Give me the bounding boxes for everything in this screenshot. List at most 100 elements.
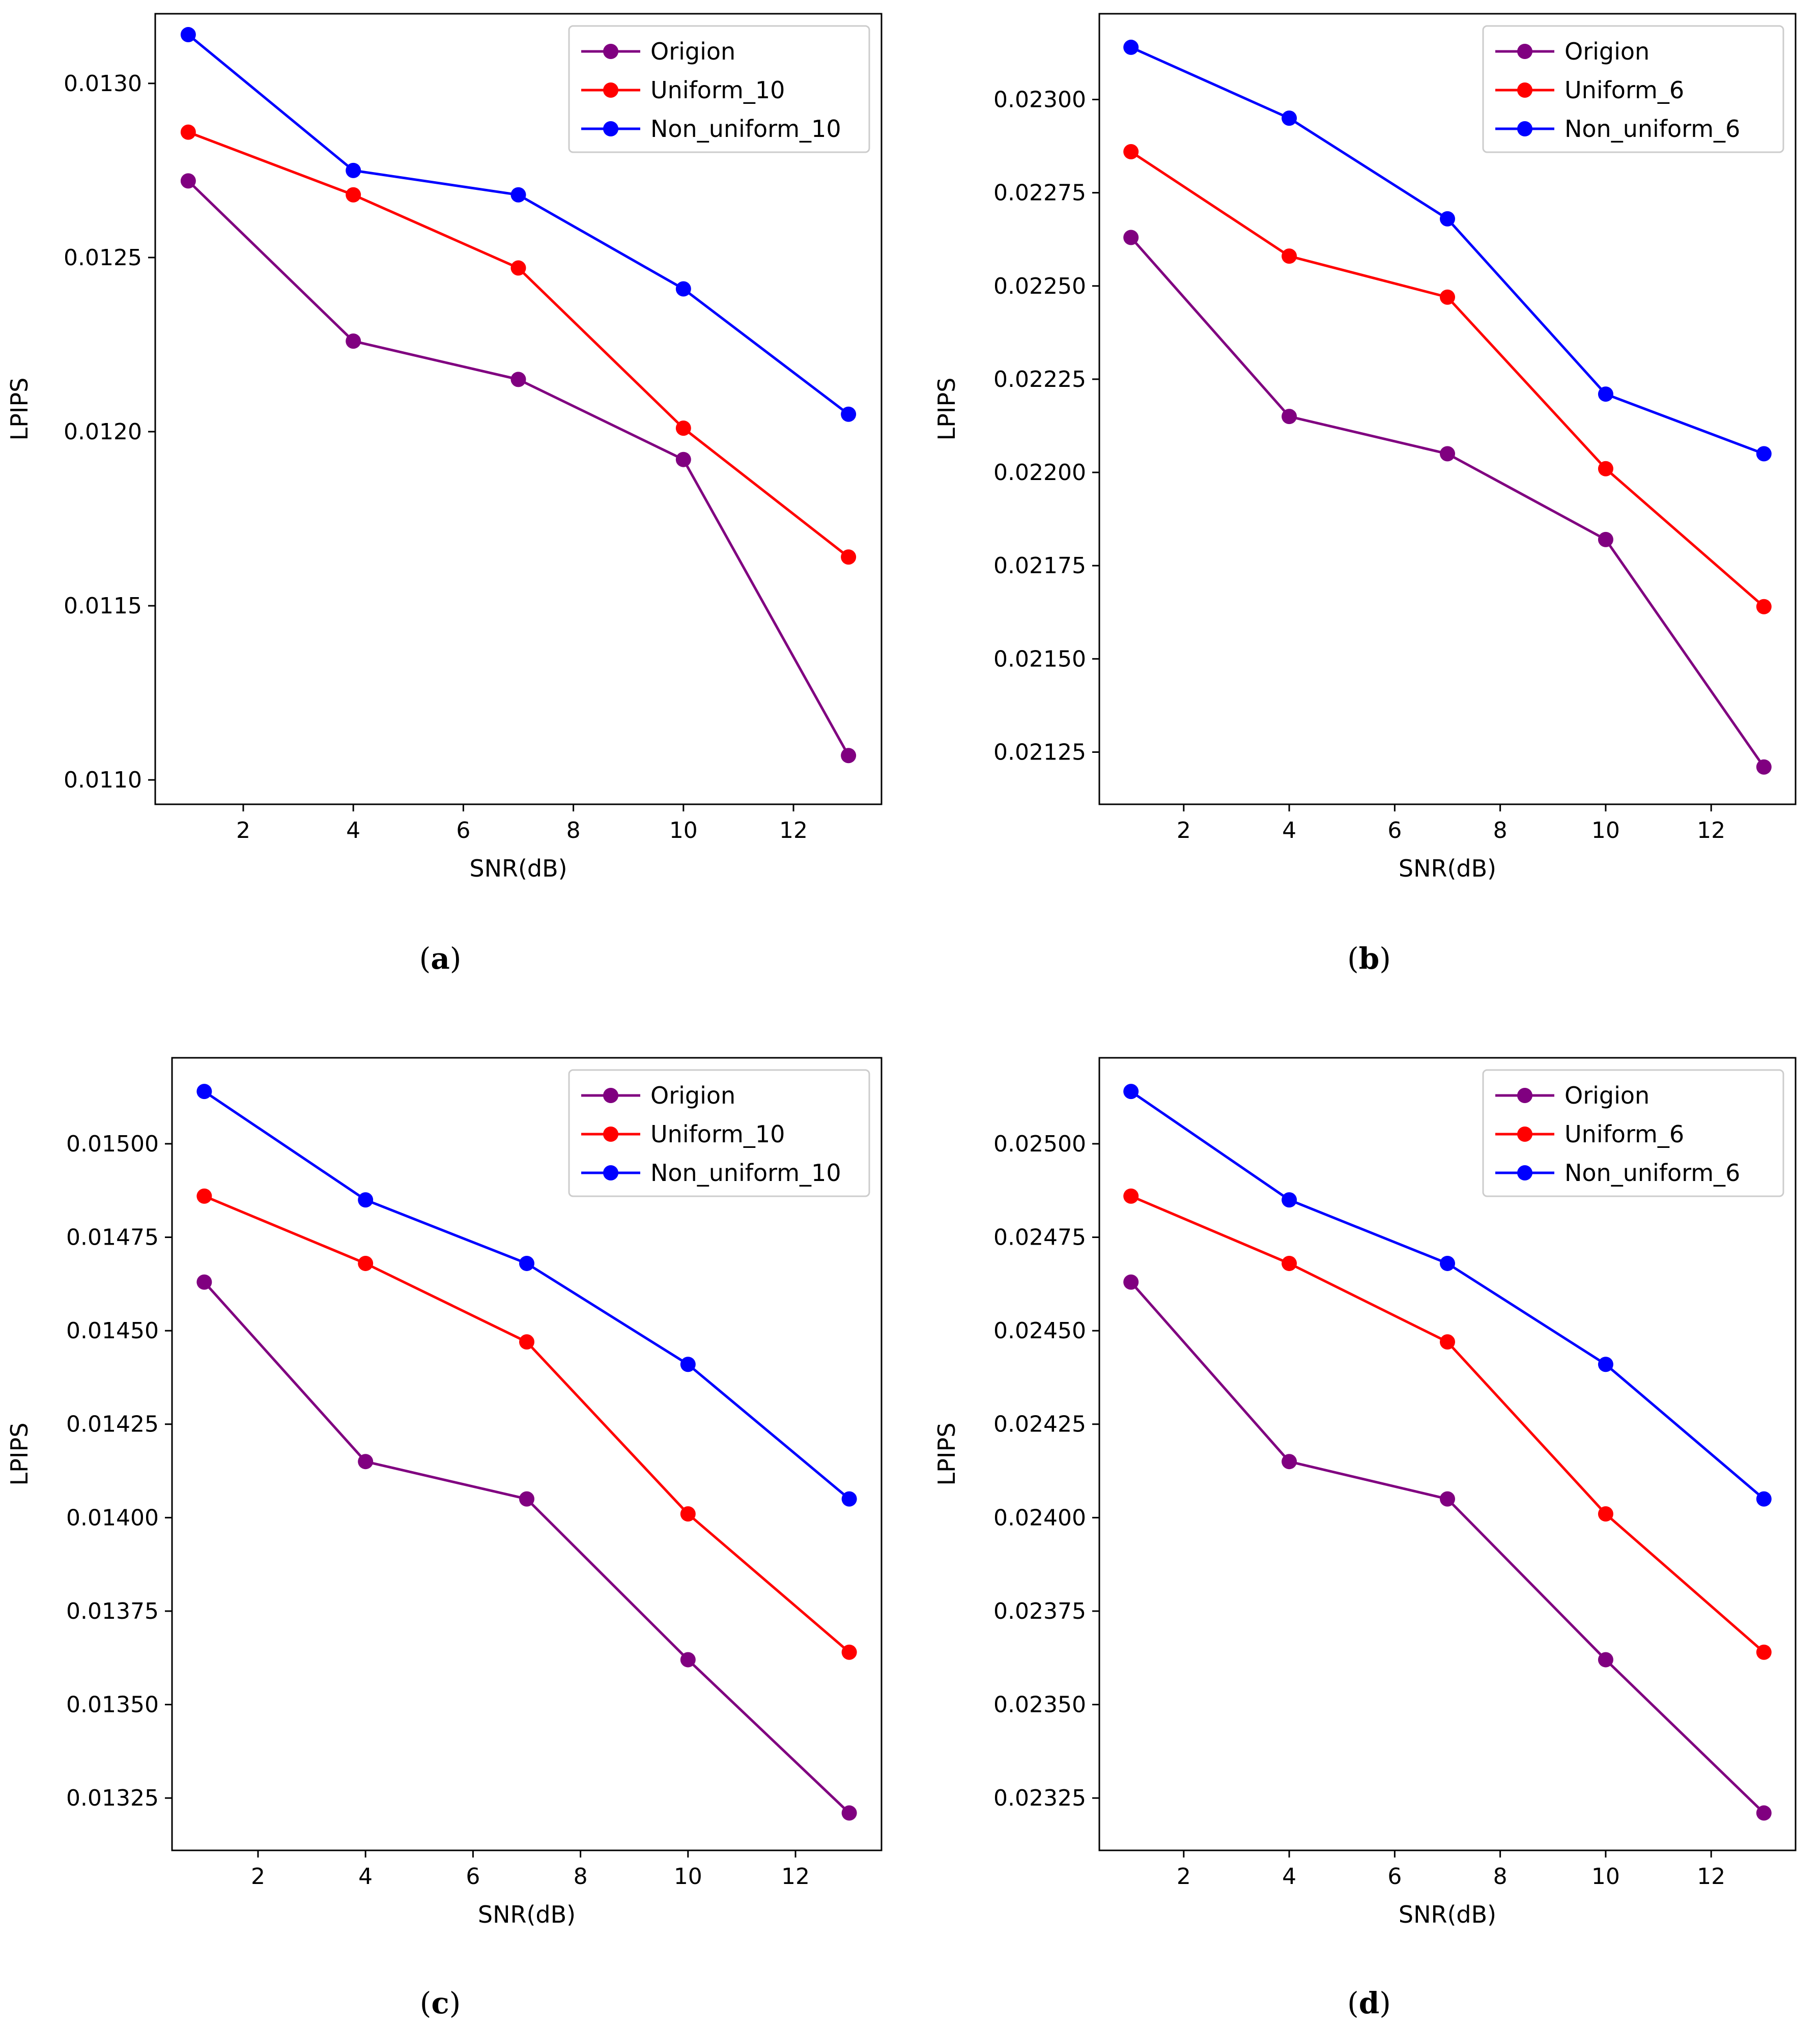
legend: Origion Uniform_6 Non_uniform_6 <box>1482 25 1784 153</box>
data-point <box>180 173 196 189</box>
data-point <box>196 1274 212 1290</box>
x-tick-label: 8 <box>574 1864 588 1890</box>
legend-label: Origion <box>650 38 735 65</box>
data-point <box>1440 1334 1455 1350</box>
subplot-c: 2 4 6 8 10 12 0.01325 0.01350 0.01375 0.01400 0.01… <box>6 1057 883 2020</box>
x-tick-label: 2 <box>251 1864 265 1890</box>
x-tick-label: 8 <box>1493 1864 1508 1890</box>
data-point <box>1282 409 1297 425</box>
legend-label: Origion <box>1565 1082 1650 1109</box>
data-point <box>1123 230 1139 245</box>
x-tick-label: 8 <box>566 818 581 843</box>
x-axis-label: SNR(dB) <box>478 1901 576 1928</box>
data-point <box>1756 1805 1772 1821</box>
data-point <box>1598 1506 1613 1522</box>
data-point <box>675 420 691 436</box>
panel-letter: a <box>431 941 450 976</box>
data-point <box>346 187 361 203</box>
data-point <box>358 1192 374 1208</box>
y-tick-label: 0.01350 <box>66 1692 159 1718</box>
data-point <box>1598 1357 1613 1372</box>
data-point <box>196 1084 212 1100</box>
y-tick-label: 0.02450 <box>993 1318 1086 1344</box>
data-point <box>196 1188 212 1204</box>
legend-label: Non_uniform_6 <box>1565 1159 1740 1187</box>
legend-label: Origion <box>1565 38 1650 65</box>
y-tick-label: 0.02225 <box>993 367 1086 392</box>
subplot-d: 2 4 6 8 10 12 0.02325 0.02350 0.02375 0.02400 0.02… <box>933 1057 1797 2020</box>
legend-entry: Non_uniform_6 <box>1495 1159 1740 1187</box>
legend-entry: Non_uniform_6 <box>1495 115 1740 143</box>
data-point <box>1440 1491 1455 1507</box>
y-axis-label: LPIPS <box>6 378 33 441</box>
y-tick-label: 0.02200 <box>993 460 1086 486</box>
data-point <box>1440 1255 1455 1271</box>
x-tick-label: 2 <box>1177 1864 1191 1890</box>
data-point <box>1282 110 1297 126</box>
x-tick-label: 12 <box>781 1864 810 1890</box>
y-tick-label: 0.02175 <box>993 553 1086 579</box>
data-point <box>841 748 857 764</box>
data-point <box>675 452 691 467</box>
y-tick-label: 0.02150 <box>993 646 1086 672</box>
y-tick-label: 0.01500 <box>66 1131 159 1157</box>
data-point <box>675 281 691 297</box>
legend: Origion Uniform_6 Non_uniform_6 <box>1482 1069 1784 1197</box>
subplot-a: 2 4 6 8 10 12 0.0110 0.0115 0.0120 0.0125 0.0130 SN… <box>6 13 883 976</box>
legend-label: Uniform_10 <box>650 76 785 104</box>
data-point <box>1440 289 1455 305</box>
legend-entry: Origion <box>581 38 735 65</box>
legend-label: Uniform_6 <box>1565 1120 1684 1148</box>
data-point <box>1282 248 1297 264</box>
data-point <box>1756 1491 1772 1507</box>
x-tick-label: 6 <box>1387 818 1402 843</box>
data-point <box>1756 446 1772 462</box>
y-axis-label: LPIPS <box>933 378 960 441</box>
data-point <box>1598 461 1613 476</box>
data-point <box>180 27 196 43</box>
series-line-Origion <box>1130 236 1765 768</box>
y-tick-label: 0.0120 <box>64 419 142 445</box>
subplot-b: 2 4 6 8 10 12 0.02125 0.02150 0.02175 0.02200 0.02… <box>933 13 1797 976</box>
legend-label: Non_uniform_10 <box>650 1159 841 1187</box>
x-axis-label: SNR(dB) <box>1399 855 1496 882</box>
data-point <box>1598 531 1613 547</box>
data-point <box>1756 759 1772 775</box>
x-tick-label: 10 <box>674 1864 702 1890</box>
data-point <box>346 162 361 178</box>
x-tick-label: 2 <box>1177 818 1191 843</box>
data-point <box>180 124 196 140</box>
y-tick-label: 0.01325 <box>66 1785 159 1811</box>
data-point <box>519 1334 534 1350</box>
x-tick-label: 4 <box>346 818 360 843</box>
legend-label: Non_uniform_6 <box>1565 115 1740 143</box>
y-axis-label: LPIPS <box>933 1423 960 1486</box>
data-point <box>358 1255 374 1271</box>
data-point <box>1123 144 1139 160</box>
legend-marker <box>1517 82 1532 98</box>
legend-entry: Origion <box>1495 38 1650 65</box>
data-point <box>680 1357 696 1372</box>
data-point <box>1756 599 1772 614</box>
y-tick-label: 0.02125 <box>993 739 1086 765</box>
series-line-Origion <box>1130 1281 1765 1814</box>
data-point <box>510 372 526 387</box>
x-axis-label: SNR(dB) <box>469 855 567 882</box>
legend-marker <box>603 1165 618 1180</box>
data-point <box>358 1454 374 1470</box>
y-tick-label: 0.0115 <box>64 593 142 619</box>
legend-box <box>1482 1069 1784 1197</box>
x-tick-label: 6 <box>466 1864 480 1890</box>
data-point <box>510 260 526 276</box>
data-point <box>1123 39 1139 55</box>
y-tick-label: 0.02400 <box>993 1505 1086 1531</box>
data-point <box>1282 1192 1297 1208</box>
y-tick-label: 0.0130 <box>64 71 142 97</box>
x-tick-label: 8 <box>1493 818 1508 843</box>
legend-entry: Uniform_6 <box>1495 76 1684 104</box>
legend-entry: Uniform_10 <box>581 1120 785 1148</box>
panel-caption: (a) <box>419 941 462 976</box>
data-point <box>519 1491 534 1507</box>
